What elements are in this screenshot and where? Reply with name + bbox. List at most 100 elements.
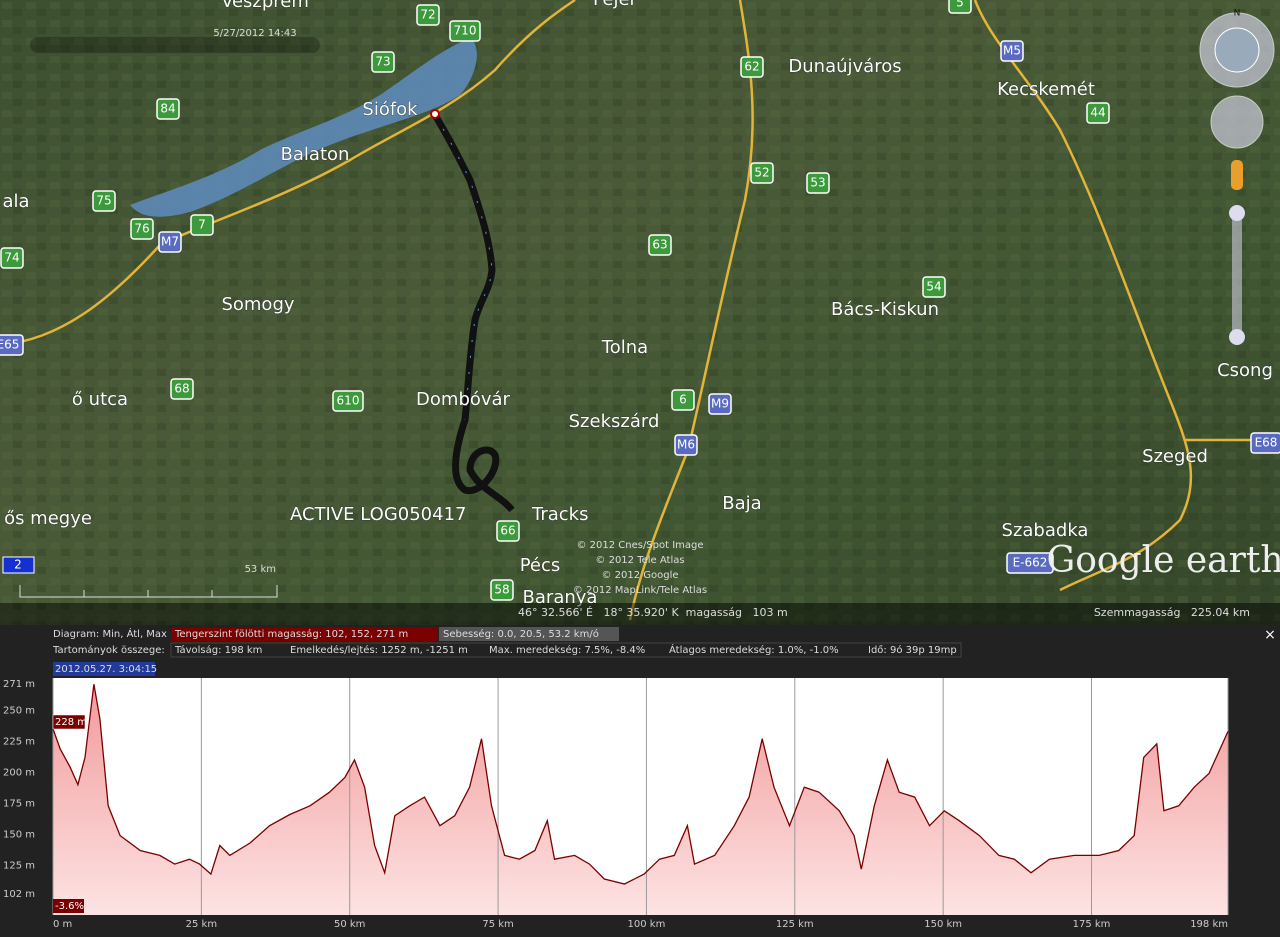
- place-label: Baranya: [523, 587, 598, 608]
- place-label: ala: [2, 191, 29, 212]
- map[interactable]: Veszprém Fejér Siófok Balaton ala Somogy Dombó…: [0, 0, 1280, 625]
- pegman[interactable]: [1231, 160, 1243, 190]
- road-shield: [416, 4, 440, 26]
- zoom-slider[interactable]: [1232, 205, 1242, 345]
- x-tick-label: 198 km: [1190, 919, 1228, 930]
- area-fill: [53, 684, 1228, 915]
- place-label: Somogy: [221, 294, 294, 315]
- road-shield: [1086, 102, 1110, 124]
- elevation-chart[interactable]: 0 m 25 km 50 km 75 km 100 km 125 km 150 km 175 …: [3, 678, 1229, 930]
- road-shield: [170, 378, 194, 400]
- road-number: 84: [160, 102, 175, 116]
- stat: Átlagos meredekség: 1.0%, -1.0%: [669, 643, 839, 656]
- zoom-out[interactable]: [1229, 329, 1245, 345]
- place-label: Siófok: [362, 99, 418, 120]
- road-number: 610: [337, 394, 360, 408]
- nav-controls[interactable]: N: [1199, 9, 1275, 346]
- place-label: Dunaújváros: [788, 56, 901, 77]
- x-tick-label: 150 km: [924, 919, 962, 930]
- x-tick-label: 0 m: [53, 919, 72, 930]
- road-shield: [92, 190, 116, 212]
- place-label: Szeged: [1142, 446, 1208, 467]
- place-label: Veszprém: [221, 0, 309, 12]
- y-tick-label: 200 m: [3, 767, 35, 778]
- stat: Tengerszint fölötti magasság: 102, 152, …: [174, 628, 408, 640]
- x-tick-label: 100 km: [628, 919, 666, 930]
- place-label: Baja: [722, 493, 761, 514]
- place-label: Szekszárd: [569, 411, 660, 432]
- elevation-line: [52, 684, 1229, 885]
- road-shield: [1000, 40, 1024, 62]
- status-coords: 46° 32.566' É 18° 35.920' K magasság 103…: [518, 606, 788, 619]
- y-tick-label: 102 m: [3, 889, 35, 900]
- roads: [0, 0, 1280, 621]
- place-label: ős megye: [4, 508, 92, 529]
- road-number: 710: [454, 24, 477, 38]
- cursor-time: 2012.05.27. 3:04:15: [55, 664, 157, 675]
- x-tick-label: 75 km: [482, 919, 513, 930]
- road-number: 58: [494, 583, 509, 597]
- road-shield: [449, 20, 481, 42]
- road-shield: [708, 393, 732, 415]
- road-number: 74: [4, 251, 19, 265]
- road-shield: [948, 0, 972, 14]
- compass-north: N: [1234, 9, 1241, 19]
- road-shield: [158, 231, 182, 253]
- road-shield: [648, 234, 672, 256]
- copyright-line: © 2012 Google: [601, 570, 678, 581]
- road-number: 72: [420, 8, 435, 22]
- road-number: M7: [161, 235, 179, 249]
- place-label: Balaton: [281, 144, 350, 165]
- x-tick-label: 125 km: [776, 919, 814, 930]
- road-number: 62: [744, 60, 759, 74]
- road-shield: [1250, 432, 1280, 454]
- lake: [130, 38, 477, 217]
- road-shield: [740, 56, 764, 78]
- road-number: 6: [679, 393, 687, 407]
- time-slider[interactable]: [30, 37, 320, 53]
- x-tick-label: 175 km: [1073, 919, 1111, 930]
- place-label: Tolna: [601, 337, 648, 358]
- stat-box[interactable]: [439, 627, 619, 641]
- move-ring[interactable]: [1210, 95, 1264, 149]
- copyright-line: © 2012 Cnes/Spot Image: [576, 540, 703, 551]
- road-number: 63: [652, 238, 667, 252]
- road-number: 7: [198, 218, 206, 232]
- y-tick-label: 250 m: [3, 705, 35, 716]
- road-shield: [1006, 552, 1054, 574]
- copyright-line: © 2012 Tele Atlas: [595, 555, 684, 566]
- road-number: 73: [375, 55, 390, 69]
- road-shield: [922, 276, 946, 298]
- y-tick-label: 150 m: [3, 829, 35, 840]
- y-tick-label: 225 m: [3, 736, 35, 747]
- road-number: E-662: [1013, 556, 1048, 570]
- road-number: 52: [754, 166, 769, 180]
- stat: Max. meredekség: 7.5%, -8.4%: [489, 644, 645, 656]
- track-name[interactable]: ACTIVE LOG050417: [290, 504, 467, 526]
- zoom-in[interactable]: [1229, 205, 1245, 221]
- timestamp: 5/27/2012 14:43: [213, 28, 296, 39]
- cursor-time-box: [53, 662, 155, 676]
- layer-badge[interactable]: [2, 556, 35, 574]
- cursor-label-box: [52, 714, 86, 730]
- x-tick-label: 50 km: [334, 919, 365, 930]
- road-number: 76: [134, 222, 149, 236]
- place-label: Fejér: [593, 0, 638, 10]
- stat: Diagram: Min, Átl, Max: [53, 627, 167, 640]
- y-tick-label: 271 m: [3, 679, 35, 690]
- stat-box: [170, 642, 962, 658]
- look-center[interactable]: [1214, 27, 1260, 73]
- track-folder[interactable]: Tracks: [531, 504, 589, 526]
- stat: Idő: 9ó 39p 19mp: [868, 644, 957, 656]
- road-number: 66: [500, 524, 515, 538]
- road-shield: [156, 98, 180, 120]
- road-shield: [332, 390, 364, 412]
- stat: Tartományok összege:: [52, 644, 165, 656]
- stat: Sebesség: 0.0, 20.5, 53.2 km/ó: [443, 628, 599, 640]
- city-dot: [430, 109, 440, 119]
- stat-box[interactable]: [171, 627, 438, 641]
- close-button[interactable]: ×: [1264, 627, 1276, 643]
- cursor-label: 228 m: [55, 717, 87, 728]
